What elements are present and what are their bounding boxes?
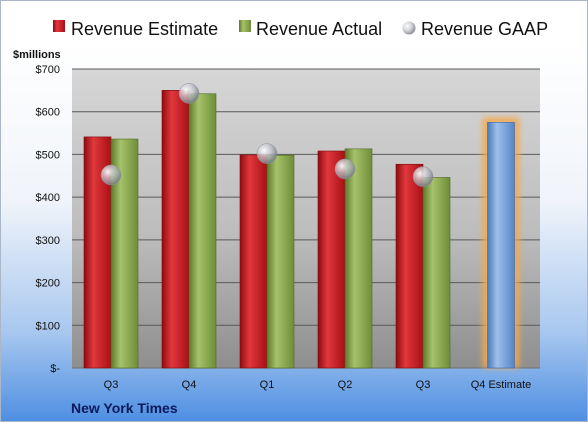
y-axis-ticks: $- $100 $200 $300 $400 $500 $600 $700 xyxy=(36,64,61,375)
legend-swatch-green xyxy=(239,20,251,32)
legend-item-revenue-estimate: Revenue Estimate xyxy=(53,19,218,39)
x-tick-label: Q3 xyxy=(104,379,119,391)
y-tick-label: $700 xyxy=(36,64,60,76)
y-unit-label: $millions xyxy=(13,49,61,61)
gaap-marker xyxy=(178,83,200,104)
gaap-markers xyxy=(100,83,434,187)
bar-revenue-actual xyxy=(188,93,217,369)
bar-revenue-estimate xyxy=(161,90,190,369)
x-tick-label: Q3 xyxy=(416,379,431,391)
bar-revenue-estimate xyxy=(239,154,268,369)
gaap-marker xyxy=(256,143,278,164)
x-tick-label: Q2 xyxy=(338,379,353,391)
x-tick-label: Q4 Estimate xyxy=(471,379,532,391)
y-tick-label: $300 xyxy=(36,235,60,247)
y-tick-label: $100 xyxy=(36,320,60,332)
legend-item-revenue-actual: Revenue Actual xyxy=(239,19,382,39)
bar-revenue-actual xyxy=(422,177,451,369)
x-tick-label: Q1 xyxy=(260,379,275,391)
legend-swatch-red xyxy=(53,20,65,32)
legend-bubble-icon xyxy=(402,21,416,35)
company-name: New York Times xyxy=(71,400,178,416)
legend: Revenue Estimate Revenue Actual Revenue … xyxy=(53,19,548,39)
y-tick-label: $400 xyxy=(36,192,60,204)
legend-label: Revenue Actual xyxy=(256,19,382,39)
legend-label: Revenue Estimate xyxy=(71,19,218,39)
gridlines xyxy=(72,68,540,369)
gaap-marker xyxy=(412,166,434,187)
bar-revenue-actual xyxy=(266,154,295,369)
gaap-marker xyxy=(334,158,356,180)
legend-label: Revenue GAAP xyxy=(421,19,548,39)
gaap-marker xyxy=(100,164,122,186)
plot-area xyxy=(72,69,540,368)
legend-item-revenue-gaap: Revenue GAAP xyxy=(402,19,548,39)
bar-q4-estimate xyxy=(487,122,515,369)
y-tick-label: $600 xyxy=(36,107,60,119)
bar-revenue-estimate xyxy=(317,150,346,369)
y-tick-label: $200 xyxy=(36,278,60,290)
x-tick-label: Q4 xyxy=(182,379,197,391)
y-tick-label: $500 xyxy=(36,149,60,161)
bar-revenue-actual xyxy=(344,148,373,369)
y-tick-label: $- xyxy=(50,363,60,375)
x-axis-ticks: Q3 Q4 Q1 Q2 Q3 Q4 Estimate xyxy=(104,379,532,391)
bar-revenue-estimate xyxy=(395,163,424,369)
